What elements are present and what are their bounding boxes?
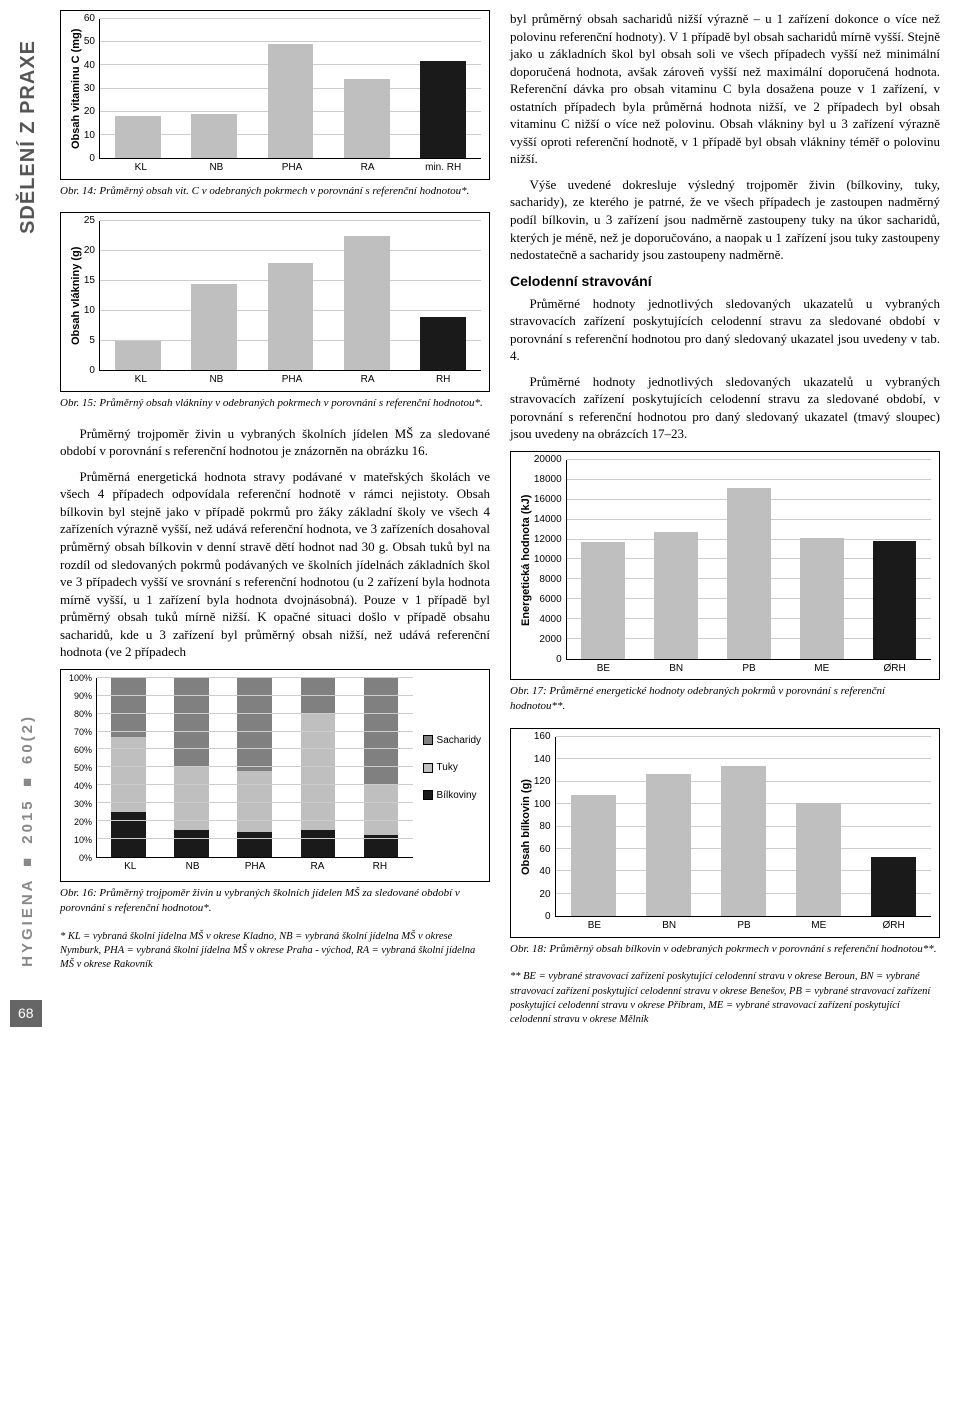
chart-16-legend: SacharidyTukyBílkoviny [413,678,481,858]
section-label: SDĚLENÍ Z PRAXE [15,40,42,234]
chart-14: Obsah vitaminu C (mg) 0102030405060 KLNB… [60,10,490,180]
chart-16-yaxis: 0%10%20%30%40%50%60%70%80%90%100% [69,678,96,858]
paragraph-left-1: Průměrný trojpoměr živin u vybraných ško… [60,425,490,460]
journal-issue-label: HYGIENA ■ 2015 ■ 60(2) [18,714,38,967]
paragraph-right-2: Výše uvedené dokresluje výsledný trojpom… [510,176,940,264]
right-column: byl průměrný obsah sacharidů nižší výraz… [510,10,940,1027]
chart-15-ylabel: Obsah vlákniny (g) [69,221,84,371]
chart-18-footnote: ** BE = vybrané stravovací zařízení posk… [510,970,940,1027]
paragraph-right-4: Průměrné hodnoty jednotlivých sledovanýc… [510,373,940,443]
chart-14-ylabel: Obsah vitaminu C (mg) [69,19,84,159]
chart-14-plot [99,19,481,159]
chart-17-yaxis: 0200040006000800010000120001400016000180… [534,460,566,660]
chart-14-yaxis: 0102030405060 [84,19,99,159]
chart-18-xaxis: BEBNPBMEØRH [557,919,931,933]
chart-17: Energetická hodnota (kJ) 020004000600080… [510,451,940,681]
chart-16-caption: Obr. 16: Průměrný trojpoměr živin u vybr… [60,886,490,916]
chart-17-plot [566,460,931,660]
chart-16: 0%10%20%30%40%50%60%70%80%90%100% Sachar… [60,669,490,883]
chart-18-yaxis: 020406080100120140160 [534,737,555,917]
chart-16-plot [96,678,413,858]
chart-15-plot [99,221,481,371]
chart-18-ylabel: Obsah bílkovin (g) [519,737,534,917]
chart-15: Obsah vlákniny (g) 0510152025 KLNBPHARAR… [60,212,490,392]
chart-15-xaxis: KLNBPHARARH [103,373,481,387]
chart-17-xaxis: BEBNPBMEØRH [567,662,931,676]
chart-15-caption: Obr. 15: Průměrný obsah vlákniny v odebr… [60,396,490,411]
chart-17-ylabel: Energetická hodnota (kJ) [519,460,534,660]
chart-15-yaxis: 0510152025 [84,221,99,371]
journal-sidebar: SDĚLENÍ Z PRAXE HYGIENA ■ 2015 ■ 60(2) [8,0,48,1047]
left-column: Obsah vitaminu C (mg) 0102030405060 KLNB… [60,10,490,1027]
paragraph-left-2: Průměrná energetická hodnota stravy podá… [60,468,490,661]
paragraph-right-1: byl průměrný obsah sacharidů nižší výraz… [510,10,940,168]
chart-18-caption: Obr. 18: Průměrný obsah bílkovin v odebr… [510,942,940,957]
page-number: 68 [10,1000,42,1027]
chart-16-xaxis: KLNBPHARARH [99,860,411,874]
chart-18: Obsah bílkovin (g) 020406080100120140160… [510,728,940,938]
chart-16-footnote: * KL = vybraná školní jídelna MŠ v okres… [60,930,490,973]
paragraph-right-3: Průměrné hodnoty jednotlivých sledovanýc… [510,295,940,365]
chart-17-caption: Obr. 17: Průměrné energetické hodnoty od… [510,684,940,714]
chart-18-plot [555,737,931,917]
chart-14-xaxis: KLNBPHARAmin. RH [103,161,481,175]
subheading-celodenni: Celodenní stravování [510,272,940,291]
chart-14-caption: Obr. 14: Průměrný obsah vit. C v odebran… [60,184,490,199]
